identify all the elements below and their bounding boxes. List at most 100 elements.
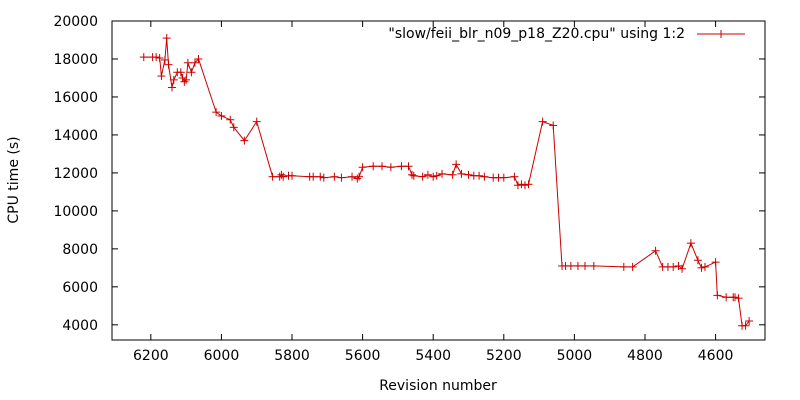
data-point-marker [378,162,387,171]
data-point-marker [573,261,582,270]
data-point-marker [157,72,166,81]
data-point-marker [180,77,189,86]
x-tick-label: 5000 [557,348,593,364]
data-point-marker [457,169,466,178]
data-point-marker [169,75,178,84]
data-point-marker [475,171,484,180]
data-point-marker [418,172,427,181]
data-point-marker [538,117,547,126]
data-point-marker [713,291,722,300]
data-point-marker [348,172,357,181]
data-point-marker [499,173,508,182]
data-point-marker [549,121,558,130]
data-point-marker [722,293,731,302]
data-point-marker [212,108,221,117]
data-point-marker [711,258,720,267]
data-point-marker [734,294,743,303]
data-point-marker [693,256,702,265]
data-point-marker [162,34,171,43]
y-tick-label: 14000 [53,128,98,144]
data-point-marker [448,170,457,179]
data-point-marker [355,172,364,181]
data-point-marker [279,172,288,181]
y-tick-label: 4000 [62,318,98,334]
y-tick-label: 16000 [53,90,98,106]
data-point-marker [240,136,249,145]
data-point-marker [566,261,575,270]
data-point-marker [358,163,367,172]
data-point-marker [309,172,318,181]
data-point-marker [386,163,395,172]
data-point-marker [155,54,164,63]
data-point-marker [408,170,417,179]
data-point-marker [194,54,203,63]
data-point-marker [423,170,432,179]
data-point-marker [619,262,628,271]
data-point-marker [429,172,438,181]
x-tick-label: 5600 [345,348,381,364]
legend-series-label: "slow/feii_blr_n09_p18_Z20.cpu" using 1:… [388,26,685,42]
series-layer [139,34,754,330]
data-point-marker [700,262,709,271]
data-point-marker [316,172,325,181]
data-point-marker [438,169,447,178]
x-tick-label: 6200 [133,348,169,364]
x-tick-label: 5800 [274,348,310,364]
x-axis-title: Revision number [379,378,497,394]
legend: "slow/feii_blr_n09_p18_Z20.cpu" using 1:… [388,26,745,42]
x-tick-label: 4600 [698,348,734,364]
data-point-marker [628,262,637,271]
data-point-marker [183,58,192,67]
data-point-marker [520,181,529,190]
y-tick-label: 6000 [62,280,98,296]
y-tick-label: 20000 [53,14,98,30]
data-point-marker [686,239,695,248]
x-tick-label: 5200 [486,348,522,364]
data-point-marker [277,170,286,179]
data-point-marker [745,317,754,326]
data-point-marker [510,172,519,181]
data-point-marker [513,181,522,190]
data-point-marker [330,172,339,181]
data-point-marker [168,83,177,92]
data-point-marker [319,173,328,182]
series-line [143,38,750,327]
data-point-marker [178,73,187,82]
data-point-marker [139,53,148,62]
data-point-marker [182,75,191,84]
data-point-marker [229,123,238,132]
data-point-marker [353,174,362,183]
data-point-marker [187,68,196,77]
data-point-marker [452,160,461,169]
data-point-marker [397,162,406,171]
data-point-marker [288,171,297,180]
data-point-marker [524,180,533,189]
data-point-marker [164,60,173,69]
data-point-marker [409,171,418,180]
x-tick-label: 5400 [415,348,451,364]
data-point-marker [697,263,706,272]
data-point-marker [252,117,261,126]
data-point-marker [432,171,441,180]
data-point-marker [404,162,413,171]
data-point-marker [580,261,589,270]
data-point-marker [678,264,687,273]
data-point-marker [190,58,199,67]
x-tick-label: 4800 [627,348,663,364]
data-point-marker [268,172,277,181]
y-tick-label: 18000 [53,52,98,68]
data-point-marker [589,261,598,270]
legend-marker-sample [717,30,725,38]
data-point-marker [741,321,750,330]
data-point-marker [226,115,235,124]
data-point-marker [651,246,660,255]
data-point-marker [464,170,473,179]
y-tick-label: 8000 [62,242,98,258]
data-point-marker [669,262,678,271]
data-point-marker [176,68,185,77]
data-point-marker [730,293,739,302]
data-point-marker [369,162,378,171]
data-point-marker [152,53,161,62]
